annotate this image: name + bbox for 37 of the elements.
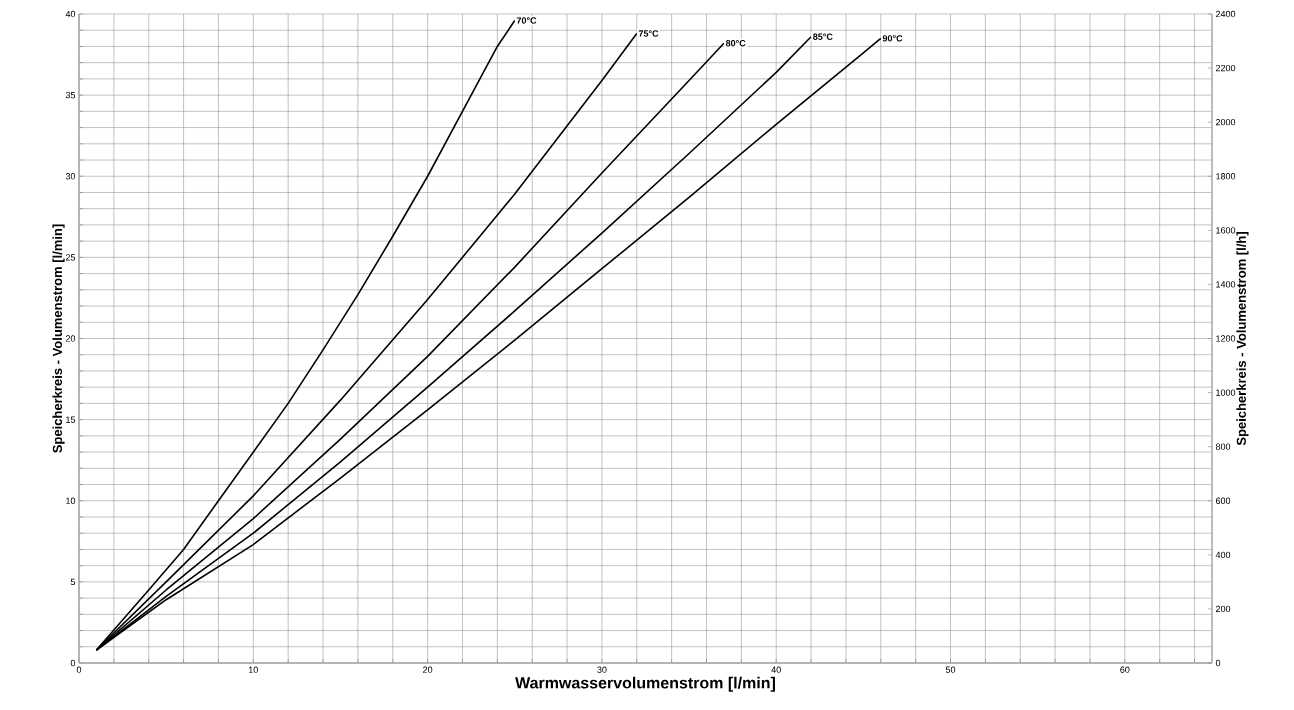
series-label: 85°C — [813, 33, 833, 40]
y2-tick-label: 600 — [1215, 497, 1231, 504]
x-tick-label: 10 — [248, 666, 258, 673]
y2-tick-label: 800 — [1215, 443, 1231, 450]
y-axis-title: Speicherkreis - Volumenstrom [l/min] — [52, 224, 65, 453]
y2-tick-label: 2400 — [1215, 10, 1236, 18]
y2-tick-label: 1600 — [1216, 227, 1236, 234]
y2-tick-label: 400 — [1215, 551, 1231, 559]
x-tick-label: 50 — [945, 666, 956, 673]
x-tick-label: 30 — [597, 666, 607, 673]
x-tick-label: 60 — [1120, 666, 1130, 673]
series-label: 70°C — [516, 17, 537, 24]
x-tick-label: 20 — [423, 666, 433, 673]
y2-tick-label: 0 — [1215, 659, 1221, 667]
x-tick-label: 40 — [771, 666, 781, 673]
y-tick-label: 20 — [65, 335, 76, 342]
y-tick-label: 10 — [66, 497, 76, 504]
x-tick-label: 0 — [76, 666, 82, 673]
x-axis-title: Warmwasservolumenstrom [l/min] — [515, 676, 775, 692]
series-label: 80°C — [725, 40, 746, 47]
y-tick-label: 0 — [70, 659, 76, 667]
y2-tick-label: 2000 — [1215, 118, 1236, 126]
y-tick-label: 25 — [65, 254, 76, 261]
y2-axis-title: Speicherkreis - Volumenstrom [l/h] — [1236, 232, 1249, 446]
y2-tick-label: 1200 — [1216, 335, 1236, 342]
y-tick-label: 15 — [66, 416, 76, 423]
y2-tick-label: 1800 — [1216, 173, 1236, 180]
y-tick-label: 5 — [70, 578, 76, 586]
y-tick-label: 30 — [65, 173, 76, 180]
y-tick-label: 40 — [65, 10, 76, 18]
series-label: 75°C — [638, 30, 659, 37]
y2-tick-label: 2200 — [1215, 64, 1236, 72]
y2-tick-label: 1000 — [1216, 389, 1236, 396]
y2-tick-label: 200 — [1215, 605, 1231, 613]
y-tick-label: 35 — [65, 91, 76, 99]
series-label: 90°C — [882, 35, 903, 42]
y2-tick-label: 1400 — [1216, 281, 1236, 288]
